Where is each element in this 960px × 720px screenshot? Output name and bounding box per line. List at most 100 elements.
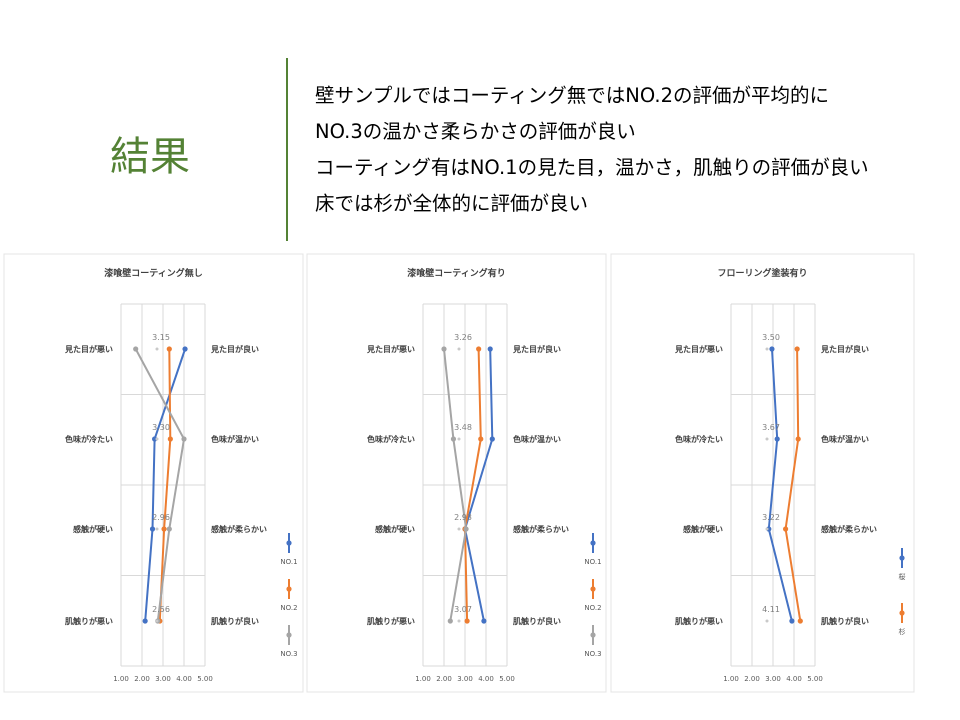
mean-label: 3.50 [762, 333, 780, 342]
data-point [133, 346, 139, 352]
data-point [181, 436, 187, 442]
right-row-label: 感触が柔らかい [211, 524, 267, 534]
series-line [158, 348, 172, 622]
left-row-label: 肌触りが悪い [366, 616, 415, 626]
left-row-label: 見た目が悪い [674, 344, 723, 354]
data-point [166, 346, 172, 352]
x-tick-label: 3.00 [457, 675, 473, 683]
data-point [152, 436, 158, 442]
legend-marker [590, 540, 596, 546]
mean-marker [155, 619, 159, 623]
mean-marker [765, 619, 769, 623]
data-point [789, 618, 795, 624]
series-line [134, 348, 186, 622]
legend-label: NO.2 [280, 604, 297, 612]
left-row-label: 見た目が悪い [366, 344, 415, 354]
right-row-label: 肌触りが良い [210, 616, 259, 626]
mean-label: 3.22 [762, 513, 780, 522]
result-point: コーティング有はNO.1の見た目，温かさ，肌触りの評価が良い [315, 156, 869, 179]
data-point [161, 526, 167, 532]
left-row-label: 色味が冷たい [367, 434, 415, 444]
data-point [489, 436, 495, 442]
data-point [182, 346, 188, 352]
data-point [481, 618, 487, 624]
series-line [784, 348, 802, 622]
x-tick-label: 1.00 [113, 675, 129, 683]
data-point [149, 526, 156, 532]
legend-label: NO.2 [584, 604, 601, 612]
data-point [478, 436, 484, 442]
mean-marker [457, 619, 461, 623]
data-point [794, 346, 800, 352]
right-row-label: 肌触りが良い [512, 616, 561, 626]
legend-marker [590, 632, 596, 638]
result-point: 床では杉が全体的に評価が良い [315, 192, 589, 215]
x-tick-label: 5.00 [807, 675, 823, 683]
right-row-label: 色味が温かい [821, 434, 869, 444]
data-point [476, 346, 482, 352]
chart-title: 漆喰壁コーティング無し [104, 267, 202, 279]
legend-marker [899, 610, 905, 616]
right-row-label: 見た目が良い [210, 344, 259, 354]
mean-marker [765, 527, 769, 531]
x-tick-label: 2.00 [134, 675, 150, 683]
mean-label: 2.93 [454, 513, 472, 522]
title-divider [286, 58, 288, 241]
left-row-label: 肌触りが悪い [64, 616, 113, 626]
mean-label: 2.56 [152, 605, 170, 614]
data-point [464, 618, 470, 624]
mean-label: 4.11 [762, 605, 780, 614]
slide-title: 結果 [110, 134, 190, 180]
data-point [166, 526, 172, 532]
left-row-label: 色味が冷たい [675, 434, 723, 444]
result-points: 壁サンプルではコーティング無ではNO.2の評価が平均的に NO.3の温かさ柔らか… [315, 78, 869, 222]
right-row-label: 見た目が良い [512, 344, 561, 354]
mean-label: 3.07 [454, 605, 472, 614]
data-point [142, 618, 148, 624]
data-point [487, 346, 493, 352]
legend-label: NO.3 [584, 650, 601, 658]
legend-label: 桜 [899, 572, 906, 581]
right-row-label: 感触が柔らかい [513, 524, 569, 534]
x-tick-label: 2.00 [744, 675, 760, 683]
data-point [463, 526, 469, 532]
mean-marker [155, 347, 159, 351]
mean-label: 3.48 [454, 423, 472, 432]
legend-marker [286, 586, 292, 592]
mean-marker [765, 437, 769, 441]
legend-label: NO.1 [280, 558, 297, 566]
legend-marker [899, 555, 905, 561]
data-point [797, 618, 803, 624]
left-row-label: 感触が硬い [375, 524, 415, 534]
right-row-label: 肌触りが良い [820, 616, 869, 626]
x-tick-label: 4.00 [478, 675, 494, 683]
x-tick-label: 5.00 [499, 675, 515, 683]
x-tick-label: 4.00 [786, 675, 802, 683]
data-point [774, 436, 780, 442]
mean-label: 3.30 [152, 423, 170, 432]
data-point [447, 618, 453, 624]
mean-marker [457, 347, 461, 351]
left-row-label: 感触が硬い [73, 524, 113, 534]
data-point [769, 346, 775, 352]
legend-label: NO.3 [280, 650, 297, 658]
chart-panel [610, 253, 915, 693]
mean-marker [457, 527, 461, 531]
x-tick-label: 3.00 [765, 675, 781, 683]
x-tick-label: 3.00 [155, 675, 171, 683]
data-point [783, 526, 789, 532]
series-line [767, 348, 793, 622]
data-point [167, 436, 173, 442]
mean-label: 2.96 [152, 513, 170, 522]
left-row-label: 感触が硬い [683, 524, 723, 534]
x-tick-label: 1.00 [723, 675, 739, 683]
x-tick-label: 4.00 [176, 675, 192, 683]
x-tick-label: 1.00 [415, 675, 431, 683]
legend-marker [286, 540, 292, 546]
left-row-label: 色味が冷たい [65, 434, 113, 444]
left-row-label: 見た目が悪い [64, 344, 113, 354]
result-point: 壁サンプルではコーティング無ではNO.2の評価が平均的に [315, 84, 829, 107]
chart-title: 漆喰壁コーティング有り [407, 267, 505, 279]
legend-marker [590, 586, 596, 592]
